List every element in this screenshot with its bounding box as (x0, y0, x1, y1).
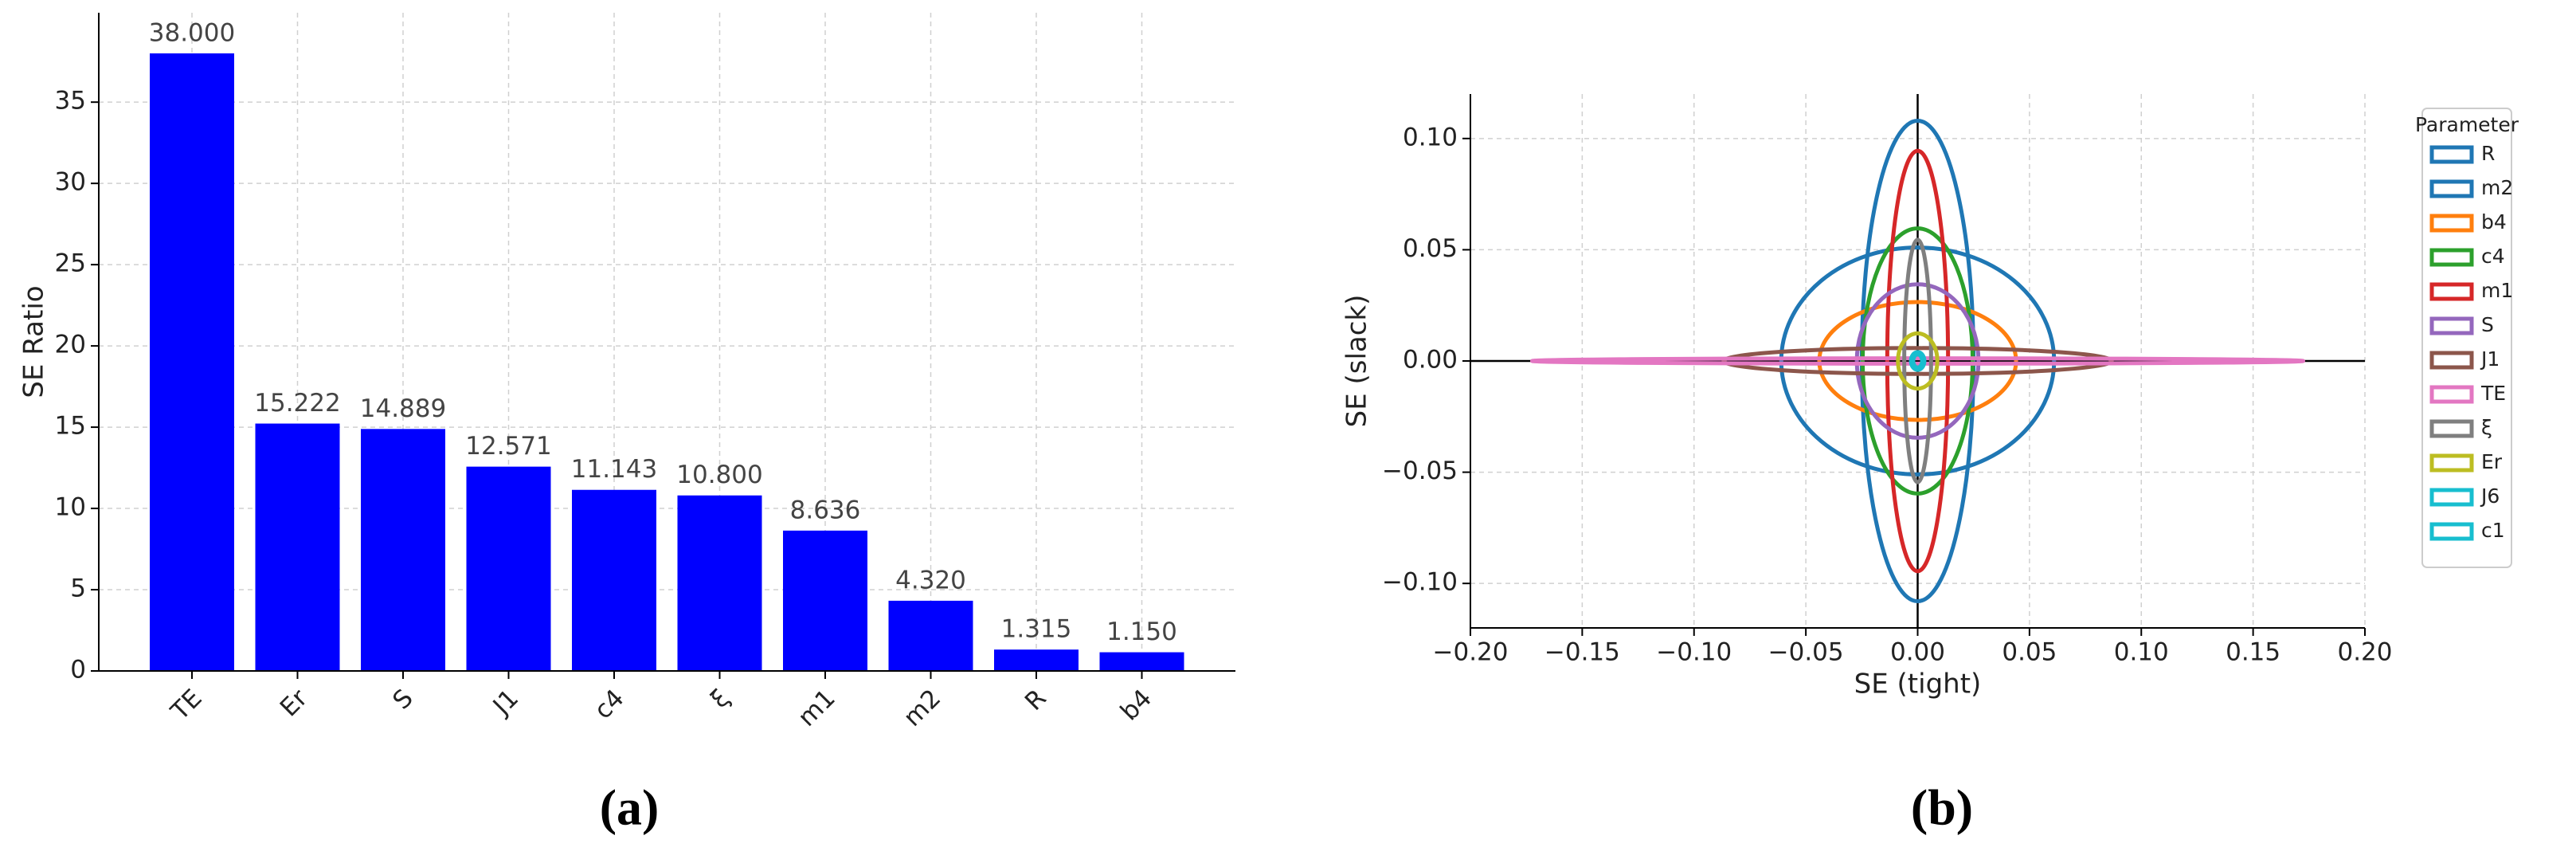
value-label: 15.222 (254, 389, 340, 418)
x-tick-label: 0.10 (2114, 638, 2169, 667)
legend-swatch (2429, 522, 2474, 541)
legend-swatch (2429, 488, 2474, 507)
legend-box (2421, 108, 2512, 568)
x-tick-label: −0.20 (1433, 638, 1509, 667)
bar (361, 429, 445, 671)
x-tick-label: S (387, 684, 418, 715)
ellipse (1817, 300, 2018, 422)
caption: (b) (1911, 779, 1973, 836)
ellipse (1854, 282, 1981, 440)
value-label: 14.889 (360, 394, 446, 423)
bar (255, 423, 340, 671)
x-tick-label: J1 (487, 684, 524, 721)
x-axis-label: SE (tight) (1854, 669, 1982, 700)
value-label: 4.320 (895, 566, 966, 594)
value-label: 1.315 (1001, 615, 1072, 644)
y-tick-label: 35 (55, 87, 86, 116)
ellipse (1896, 331, 1940, 391)
legend-label: m1 (2481, 279, 2513, 302)
y-tick-label: 0.00 (1403, 346, 1458, 375)
x-tick-label: TE (165, 684, 207, 726)
y-tick-label: −0.05 (1382, 457, 1458, 485)
legend-swatch (2429, 419, 2474, 438)
legend-swatch (2429, 316, 2474, 335)
legend-label: R (2481, 142, 2495, 165)
x-tick-label: m2 (898, 684, 946, 732)
legend-swatch (2429, 351, 2474, 370)
caption: (a) (600, 779, 660, 836)
y-tick-label: 10 (55, 493, 86, 522)
bar (888, 600, 973, 671)
x-tick-label: −0.05 (1768, 638, 1844, 667)
legend-label: c4 (2481, 245, 2505, 268)
ellipse (1529, 356, 2306, 366)
y-axis-label: SE Ratio (18, 285, 50, 398)
ellipse (1911, 352, 1924, 370)
ellipse (1779, 245, 2057, 477)
ellipse (1909, 350, 1927, 372)
y-axis-label: SE (slack) (1341, 295, 1373, 428)
bar (466, 466, 551, 671)
legend-label: ξ (2481, 416, 2492, 439)
value-label: 10.800 (676, 461, 762, 489)
y-tick-label: 0.10 (1403, 123, 1458, 151)
x-tick-label: Er (275, 684, 313, 722)
legend-label: J1 (2480, 347, 2500, 371)
y-tick-label: 0.05 (1403, 234, 1458, 263)
legend-swatch (2429, 248, 2474, 267)
bar (1099, 652, 1184, 671)
legend-swatch (2429, 453, 2474, 473)
bar (150, 53, 234, 671)
y-tick-label: 30 (55, 168, 86, 197)
legend-swatch (2429, 179, 2474, 198)
legend-title: Parameter (2415, 113, 2519, 136)
bar (572, 489, 656, 671)
x-tick-label: −0.10 (1656, 638, 1732, 667)
x-tick-label: 0.00 (1890, 638, 1945, 667)
value-label: 1.150 (1106, 618, 1177, 646)
legend-swatch (2429, 145, 2474, 164)
value-label: 8.636 (790, 496, 861, 524)
bar (677, 495, 762, 671)
value-label: 38.000 (149, 18, 235, 47)
legend-label: Er (2481, 450, 2503, 473)
value-label: 11.143 (571, 455, 657, 484)
y-tick-label: 15 (55, 412, 86, 441)
x-tick-label: b4 (1115, 684, 1157, 726)
legend-swatch (2429, 282, 2474, 301)
value-label: 12.571 (465, 432, 551, 461)
x-tick-label: R (1020, 684, 1052, 716)
y-tick-label: 20 (55, 331, 86, 359)
y-tick-label: 0 (70, 656, 86, 684)
x-tick-label: 0.20 (2337, 638, 2392, 667)
bar (783, 530, 867, 671)
legend-label: TE (2480, 382, 2506, 405)
y-tick-label: −0.10 (1382, 568, 1458, 597)
y-tick-label: 5 (70, 575, 86, 603)
ellipse (1721, 346, 2114, 376)
legend-label: b4 (2481, 210, 2507, 233)
legend-label: J6 (2480, 484, 2500, 508)
x-tick-label: 0.05 (2002, 638, 2057, 667)
x-tick-label: m1 (793, 684, 841, 732)
y-tick-label: 25 (55, 249, 86, 278)
legend-label: m2 (2481, 176, 2513, 199)
x-tick-label: 0.15 (2226, 638, 2280, 667)
legend-swatch (2429, 214, 2474, 233)
x-tick-label: c4 (589, 684, 629, 724)
ellipse (1902, 237, 1933, 484)
legend-swatch (2429, 385, 2474, 404)
legend-label: S (2481, 313, 2494, 336)
ellipse (1885, 148, 1951, 574)
x-tick-label: −0.15 (1544, 638, 1620, 667)
x-tick-label: ξ (705, 684, 735, 714)
legend-label: c1 (2481, 519, 2505, 542)
ellipse (1860, 226, 1975, 496)
bar (994, 649, 1079, 671)
